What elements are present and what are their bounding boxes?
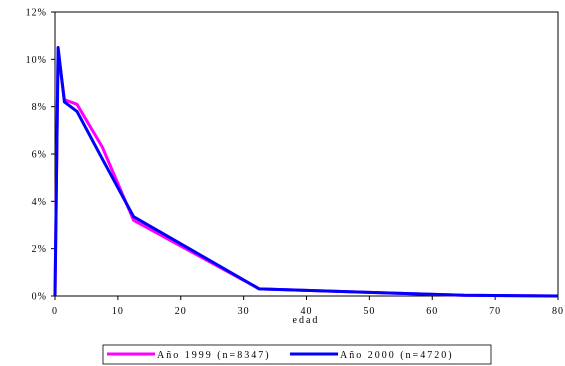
x-tick-label: 10 — [112, 306, 124, 317]
series-lines — [53, 46, 559, 298]
y-tick-label: 2% — [32, 244, 47, 255]
y-axis: 0% 2% 4% 6% 8% 10% 12% — [26, 8, 55, 303]
x-tick-label: 40 — [301, 306, 313, 317]
series-line-2000 — [53, 46, 559, 298]
y-tick-label: 6% — [32, 150, 47, 161]
y-tick-label: 12% — [26, 8, 47, 19]
x-tick-label: 0 — [52, 306, 58, 317]
y-tick-label: 4% — [32, 197, 47, 208]
plot-area — [54, 11, 559, 297]
legend-label-1999: Año 1999 (n=8347) — [157, 350, 271, 361]
x-tick-label: 50 — [363, 306, 375, 317]
x-tick-label: 60 — [426, 306, 438, 317]
x-tick-label: 80 — [552, 306, 564, 317]
x-tick-label: 30 — [238, 306, 250, 317]
x-tick-label: 20 — [175, 306, 187, 317]
x-tick-label: 70 — [489, 306, 501, 317]
y-tick-label: 8% — [32, 102, 47, 113]
legend-label-2000: Año 2000 (n=4720) — [340, 350, 454, 361]
legend: Año 1999 (n=8347) Año 2000 (n=4720) — [102, 344, 492, 365]
x-axis: 0 10 20 30 40 50 60 70 80 — [52, 296, 564, 317]
x-axis-title: edad — [293, 315, 320, 326]
y-tick-label: 10% — [26, 55, 47, 66]
y-tick-label: 0% — [32, 292, 47, 303]
